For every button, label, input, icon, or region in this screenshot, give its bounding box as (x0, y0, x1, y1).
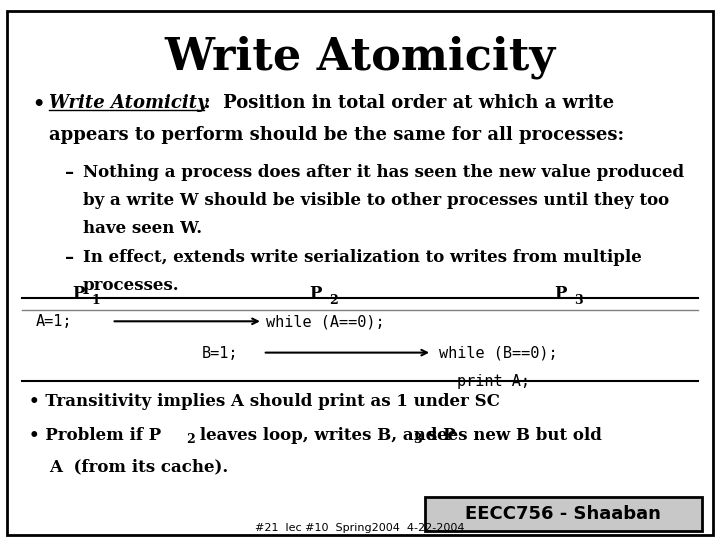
Text: –: – (65, 164, 74, 181)
Text: A  (from its cache).: A (from its cache). (49, 458, 228, 475)
Text: 3: 3 (574, 294, 582, 307)
Text: 1: 1 (91, 294, 100, 307)
Text: • Transitivity implies A should print as 1 under SC: • Transitivity implies A should print as… (29, 393, 500, 410)
Text: •: • (32, 94, 45, 112)
Text: appears to perform should be the same for all processes:: appears to perform should be the same fo… (49, 126, 624, 144)
Text: by a write W should be visible to other processes until they too: by a write W should be visible to other … (83, 192, 669, 208)
Text: Write Atomicity: Write Atomicity (164, 35, 556, 79)
FancyBboxPatch shape (7, 11, 713, 535)
Text: Write Atomicity: Write Atomicity (49, 94, 207, 112)
Text: leaves loop, writes B, and P: leaves loop, writes B, and P (194, 427, 456, 443)
Text: 3: 3 (413, 433, 422, 446)
Text: processes.: processes. (83, 277, 179, 294)
Text: while (A==0);: while (A==0); (266, 314, 385, 329)
Text: have seen W.: have seen W. (83, 220, 202, 237)
Text: 2: 2 (329, 294, 338, 307)
Text: • Problem if P: • Problem if P (29, 427, 161, 443)
Text: P: P (72, 286, 84, 302)
Text: :  Position in total order at which a write: : Position in total order at which a wri… (204, 94, 614, 112)
Text: print A;: print A; (457, 374, 530, 389)
Text: B=1;: B=1; (202, 346, 238, 361)
Text: In effect, extends write serialization to writes from multiple: In effect, extends write serialization t… (83, 249, 642, 266)
Text: P: P (554, 286, 567, 302)
Text: sees new B but old: sees new B but old (422, 427, 602, 443)
Text: while (B==0);: while (B==0); (439, 346, 558, 361)
Text: –: – (65, 249, 74, 267)
Text: Nothing a process does after it has seen the new value produced: Nothing a process does after it has seen… (83, 164, 684, 180)
Text: A=1;: A=1; (36, 314, 73, 329)
Text: #21  lec #10  Spring2004  4-22-2004: #21 lec #10 Spring2004 4-22-2004 (256, 523, 464, 533)
Text: 2: 2 (186, 433, 194, 446)
FancyBboxPatch shape (425, 497, 702, 531)
Text: P: P (310, 286, 322, 302)
Text: EECC756 - Shaaban: EECC756 - Shaaban (465, 505, 662, 523)
